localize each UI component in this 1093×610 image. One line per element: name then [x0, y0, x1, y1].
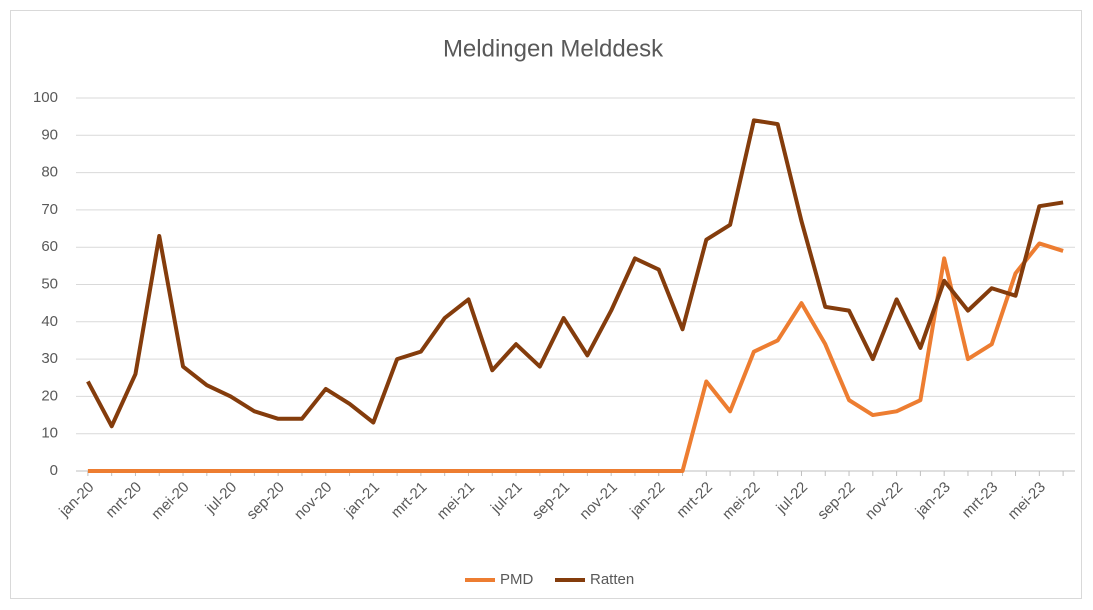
- y-tick-label: 40: [41, 313, 58, 330]
- chart-border: [10, 10, 1082, 599]
- data-line: [87, 241, 1064, 473]
- y-tick-label: 50: [41, 275, 58, 292]
- y-tick-label: 30: [41, 350, 58, 367]
- y-tick-label: 60: [41, 238, 58, 255]
- y-tick-label: 100: [33, 89, 58, 106]
- y-tick-label: 10: [41, 425, 58, 442]
- y-tick-label: 90: [41, 126, 58, 143]
- y-tick-label: 0: [50, 462, 58, 479]
- y-tick-label: 20: [41, 387, 58, 404]
- legend-label: PMD: [500, 571, 534, 588]
- data-line: [86, 118, 1064, 429]
- y-tick-label: 70: [41, 201, 58, 218]
- legend-label: Ratten: [590, 571, 634, 588]
- y-tick-label: 80: [41, 164, 58, 181]
- chart-title: Meldingen Melddesk: [443, 35, 664, 62]
